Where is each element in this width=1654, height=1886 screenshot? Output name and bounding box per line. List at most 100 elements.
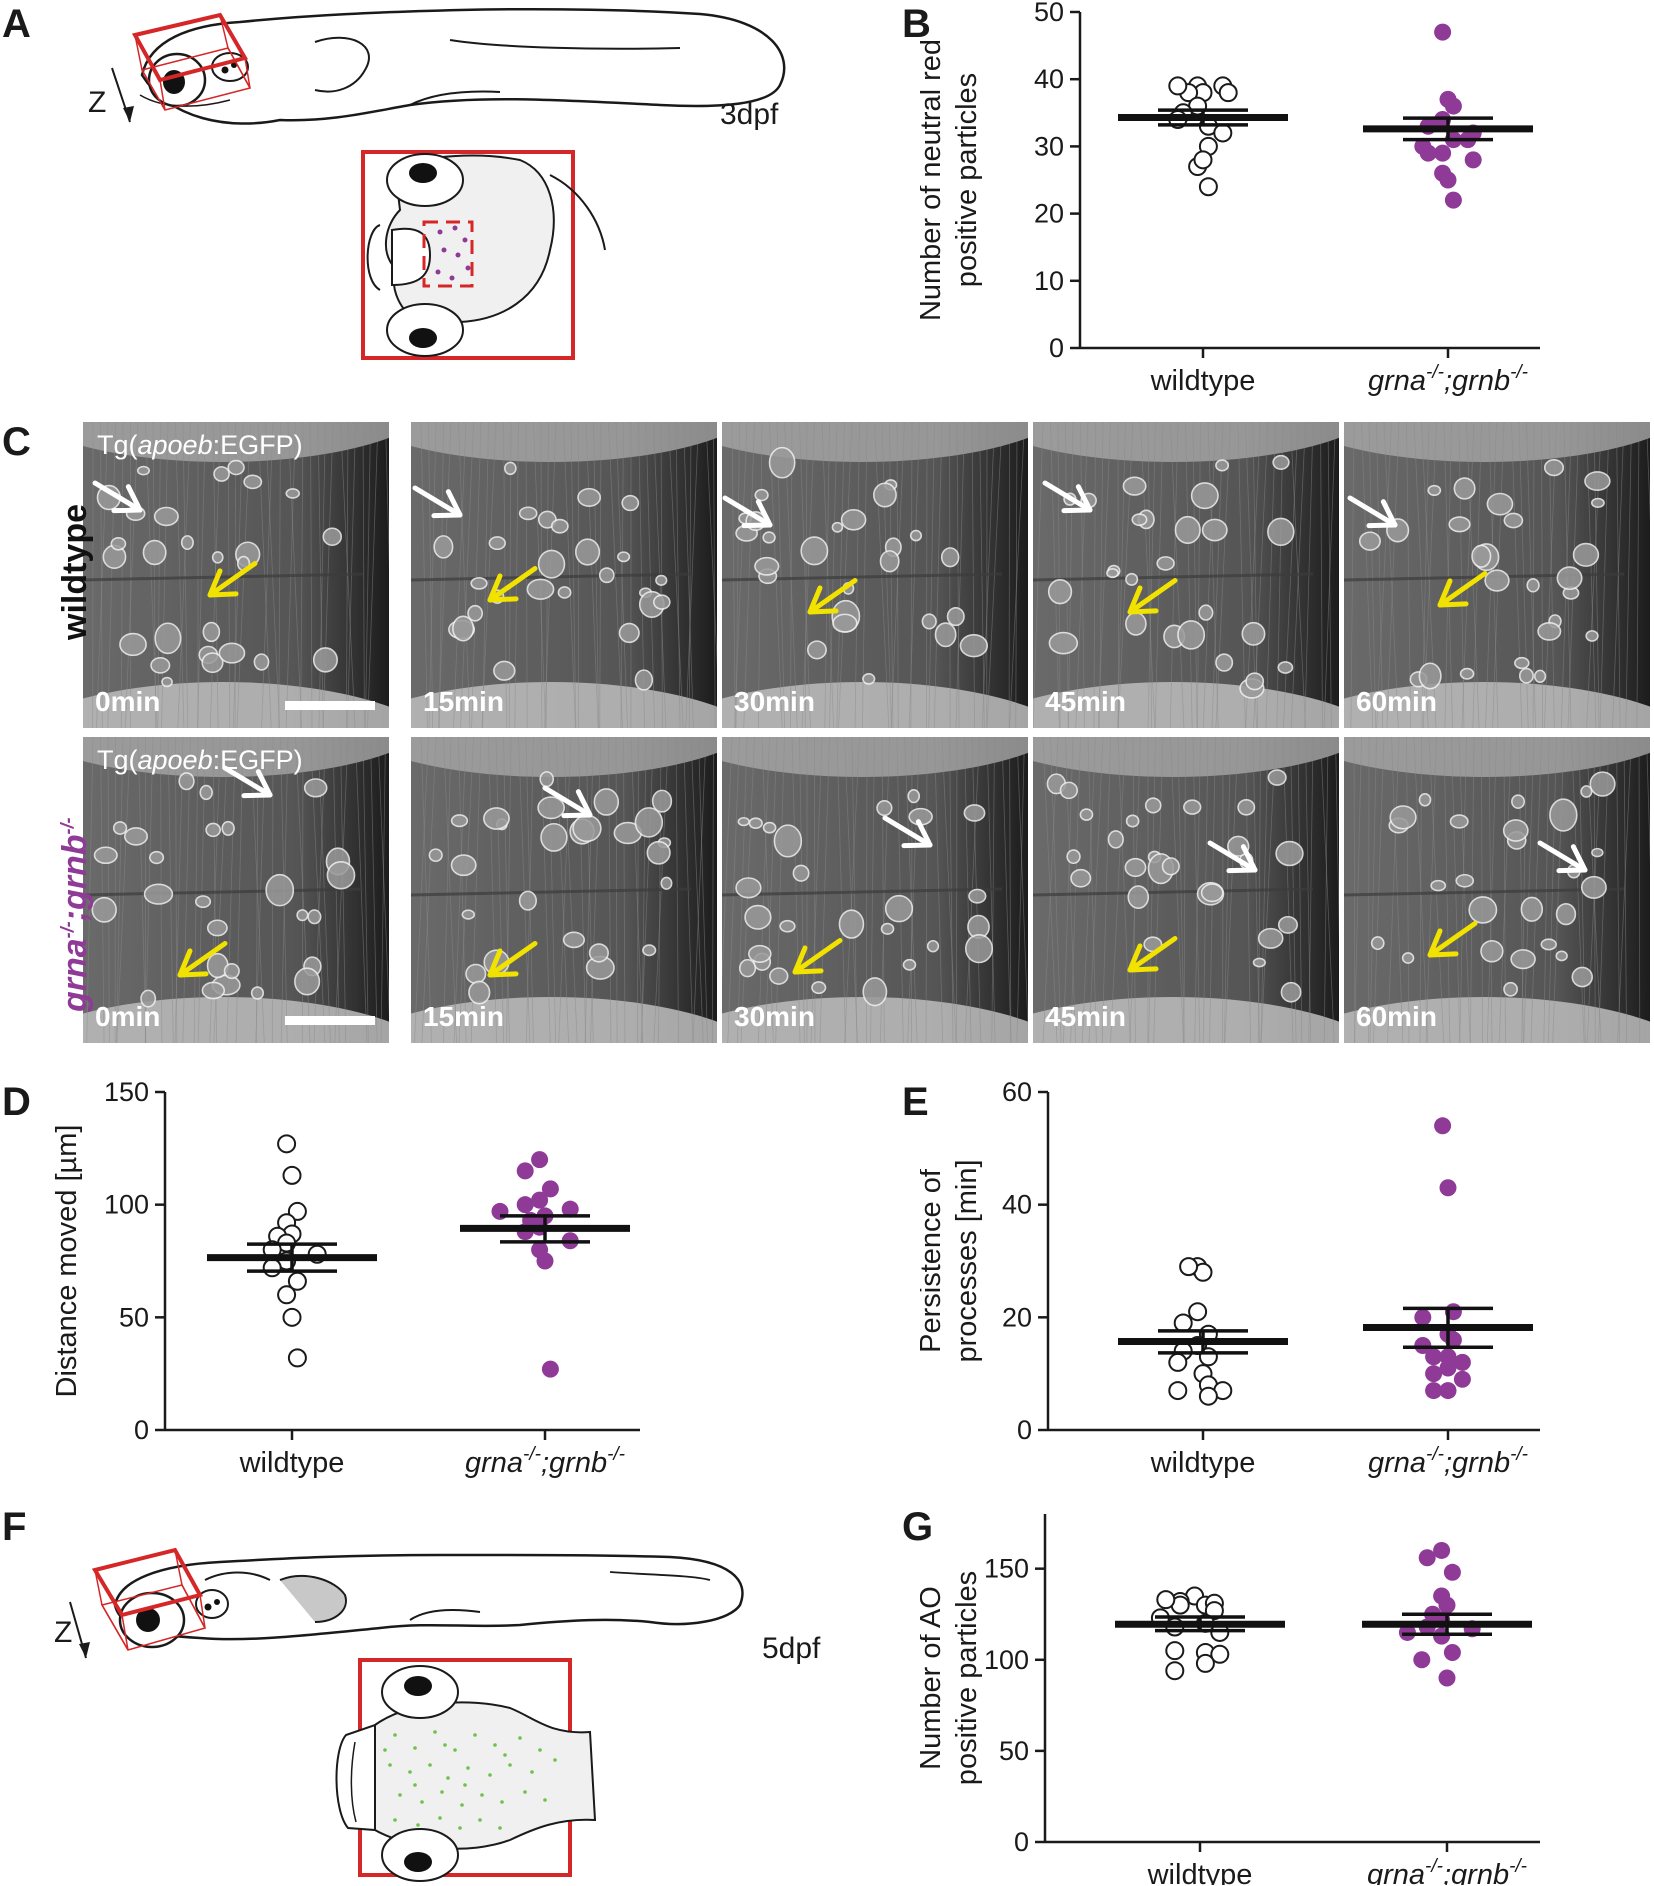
y-tick-label: 40	[1034, 64, 1064, 94]
head-dorsal-view	[366, 153, 606, 357]
microscopy-frame: Tg(apoeb:EGFP) 0min	[83, 422, 389, 728]
microscopy-image	[1033, 737, 1339, 1043]
time-label: 0min	[95, 686, 161, 717]
data-point	[1413, 1651, 1431, 1669]
data-point	[277, 1285, 297, 1305]
y-tick-label: 60	[1002, 1080, 1032, 1107]
data-point	[1425, 1382, 1443, 1400]
data-point	[1438, 1669, 1456, 1687]
data-point	[1398, 1623, 1416, 1641]
data-point	[1168, 1381, 1188, 1401]
data-point	[1156, 1590, 1176, 1610]
y-tick-label: 100	[104, 1190, 149, 1220]
stage-label-5dpf: 5dpf	[762, 1632, 821, 1665]
panel-letter-c: C	[2, 420, 31, 464]
time-label: 45min	[1045, 1001, 1126, 1032]
data-point	[1433, 1541, 1451, 1559]
y-tick-label: 0	[134, 1415, 149, 1445]
time-label: 45min	[1045, 686, 1126, 717]
time-label: 30min	[734, 686, 815, 717]
microscopy-frame: 15min	[411, 737, 717, 1043]
panel-letter-a: A	[2, 2, 31, 46]
head-dorsal-view-5dpf	[335, 1665, 597, 1882]
row-label-wildtype: wildtype	[56, 503, 94, 640]
data-point	[1204, 1601, 1224, 1621]
row-label-grnb: grnb	[56, 834, 94, 910]
chart-g: 0 50 100 150 wildtype grna-/-;grnb-/- Number o…	[920, 1514, 1540, 1885]
scale-bar	[285, 1016, 375, 1025]
data-point	[1165, 1661, 1185, 1681]
data-point	[1414, 1308, 1432, 1326]
time-label: 15min	[423, 686, 504, 717]
data-point	[287, 1201, 307, 1221]
y-tick-label: 0	[1049, 333, 1064, 363]
y-tick-label: 0	[1017, 1415, 1032, 1445]
data-point	[1168, 76, 1188, 96]
microscopy-frame: 45min	[1033, 422, 1339, 728]
y-tick-label: 150	[984, 1554, 1029, 1584]
data-point	[1173, 1313, 1193, 1333]
data-point	[1210, 1644, 1230, 1664]
data-point	[1439, 1179, 1457, 1197]
data-point	[1434, 1117, 1452, 1135]
data-point	[1444, 97, 1462, 115]
y-tick-label: 30	[1034, 131, 1064, 161]
microscopy-frame: 30min	[722, 737, 1028, 1043]
microscopy-image	[83, 422, 389, 728]
data-point	[1434, 23, 1452, 41]
y-tick-label: 20	[1034, 199, 1064, 229]
y-axis-label-line2: positive particles	[951, 1571, 983, 1785]
data-point	[1443, 1643, 1461, 1661]
x-tick-label-wildtype: wildtype	[1147, 1859, 1253, 1885]
panel-letter-e: E	[902, 1080, 929, 1124]
y-axis-label: Number of neutral red	[920, 39, 947, 321]
microscopy-image	[1344, 422, 1650, 728]
data-point	[287, 1348, 307, 1368]
microscopy-image	[722, 737, 1028, 1043]
x-tick-label-mutant: grna-/-;grnb-/-	[465, 1444, 625, 1479]
y-tick-label: 0	[1014, 1827, 1029, 1857]
time-label: 0min	[95, 1001, 161, 1032]
microscopy-frame: 45min	[1033, 737, 1339, 1043]
row-label-grna: grna	[56, 938, 94, 1012]
data-point	[1425, 1365, 1443, 1383]
data-point	[1179, 1257, 1199, 1277]
y-tick-label: 100	[984, 1645, 1029, 1675]
data-point	[1444, 191, 1462, 209]
transgene-suffix: :EGFP)	[212, 745, 303, 775]
data-point	[1453, 1353, 1471, 1371]
larva-5dpf-schematic: Z 5dpf	[54, 1547, 821, 1882]
data-point	[1464, 151, 1482, 169]
row-label-sup2: -/-	[57, 817, 78, 835]
y-axis-label: Persistence of	[920, 1168, 947, 1353]
data-point	[1419, 144, 1437, 162]
chart-d: 0 50 100 150 wildtype grna-/-;grnb-/- Distance…	[51, 1080, 640, 1479]
x-tick-label-mutant: grna-/-;grnb-/-	[1368, 362, 1528, 397]
data-point	[1195, 1653, 1215, 1673]
transgene-label: Tg(apoeb:EGFP)	[97, 745, 303, 776]
data-point	[541, 1360, 559, 1378]
time-label: 60min	[1356, 686, 1437, 717]
microscopy-image	[411, 422, 717, 728]
data-point	[1453, 1370, 1471, 1388]
chart-b: 0 10 20 30 40 50 wildtype grna-/-;grnb-/- Number…	[920, 0, 1540, 397]
data-point	[1213, 123, 1233, 143]
x-tick-label-wildtype: wildtype	[1150, 365, 1256, 397]
y-tick-label: 150	[104, 1080, 149, 1107]
y-tick-label: 50	[999, 1736, 1029, 1766]
microscopy-frame: 15min	[411, 422, 717, 728]
transgene-label: Tg(apoeb:EGFP)	[97, 430, 303, 461]
panel-letter-g: G	[902, 1505, 934, 1549]
data-point	[1198, 177, 1218, 197]
y-tick-label: 10	[1034, 266, 1064, 296]
data-point	[1188, 1302, 1208, 1322]
data-point	[1193, 150, 1213, 170]
x-tick-label-wildtype: wildtype	[239, 1447, 345, 1479]
data-point	[561, 1200, 579, 1218]
data-point	[282, 1307, 302, 1327]
transgene-prefix: Tg(	[97, 430, 138, 460]
time-label: 15min	[423, 1001, 504, 1032]
microscopy-image	[411, 737, 717, 1043]
y-tick-label: 50	[1034, 0, 1064, 27]
data-point	[1434, 144, 1452, 162]
